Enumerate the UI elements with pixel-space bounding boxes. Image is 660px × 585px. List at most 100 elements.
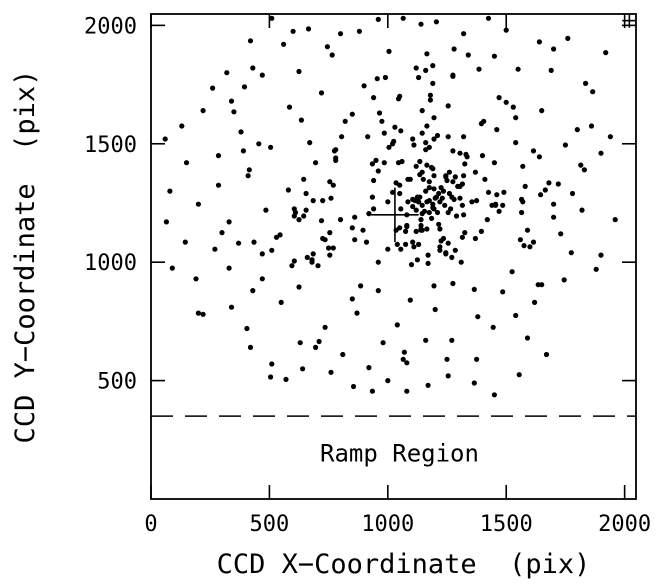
data-point <box>316 338 322 345</box>
data-point <box>438 238 444 244</box>
data-point <box>471 286 477 292</box>
data-point <box>551 201 557 207</box>
y-tick-label: 1000 <box>84 251 137 276</box>
data-point <box>500 289 506 295</box>
data-point <box>268 144 274 150</box>
data-point <box>394 322 400 328</box>
data-point <box>247 344 254 350</box>
data-point <box>413 207 419 213</box>
data-point <box>193 276 199 282</box>
data-point <box>259 72 265 78</box>
data-point <box>352 214 358 220</box>
data-point <box>519 209 525 216</box>
data-point <box>318 218 325 224</box>
data-point <box>484 217 490 223</box>
data-point <box>303 190 309 197</box>
data-point <box>318 90 325 96</box>
data-point <box>418 217 424 223</box>
data-point <box>380 340 386 346</box>
data-point <box>404 388 410 394</box>
data-point <box>436 221 442 227</box>
data-point <box>366 365 372 371</box>
data-point <box>542 187 548 193</box>
data-point <box>419 202 425 208</box>
data-point <box>423 337 429 343</box>
data-point <box>310 251 316 257</box>
data-point <box>179 123 185 129</box>
data-point <box>365 134 371 140</box>
data-point <box>423 147 429 153</box>
data-point <box>509 269 515 275</box>
data-point <box>375 16 381 22</box>
data-point <box>358 283 364 289</box>
data-point <box>322 324 328 330</box>
data-point <box>337 31 344 37</box>
data-point <box>381 160 387 166</box>
data-point <box>476 66 482 72</box>
data-point <box>485 15 492 21</box>
data-point <box>382 74 388 81</box>
data-point <box>532 299 538 305</box>
data-point <box>379 118 385 124</box>
data-point <box>392 124 398 130</box>
data-point <box>527 244 533 250</box>
data-point <box>517 237 524 243</box>
data-point <box>303 207 309 213</box>
data-point <box>390 189 396 195</box>
data-point <box>326 245 332 251</box>
data-point <box>524 335 531 341</box>
data-point <box>515 66 521 72</box>
data-point <box>500 202 506 208</box>
data-point <box>350 383 357 390</box>
data-point <box>445 103 451 109</box>
data-point <box>426 209 432 216</box>
data-point <box>450 179 456 185</box>
data-point <box>510 104 516 110</box>
data-point <box>437 199 443 205</box>
data-point <box>395 96 402 102</box>
data-point <box>333 155 339 161</box>
data-point <box>420 176 426 182</box>
data-point <box>522 183 528 189</box>
data-point <box>371 95 377 101</box>
data-point <box>416 241 422 247</box>
data-point <box>268 374 274 380</box>
data-point <box>289 263 295 269</box>
data-point <box>394 241 400 247</box>
data-point <box>224 70 230 76</box>
data-point <box>430 205 436 211</box>
data-point <box>503 27 509 33</box>
data-point <box>425 252 431 258</box>
data-point <box>246 167 252 173</box>
data-point <box>494 127 500 133</box>
data-point <box>349 225 355 231</box>
data-point <box>565 35 571 42</box>
data-point <box>430 63 436 69</box>
x-tick-label: 1500 <box>480 512 533 537</box>
data-point <box>375 259 381 265</box>
data-point <box>423 67 429 73</box>
data-point <box>407 297 413 303</box>
data-point <box>607 134 614 140</box>
data-point <box>453 213 460 219</box>
data-point <box>426 185 432 191</box>
data-point <box>385 199 391 205</box>
data-point <box>521 243 527 249</box>
data-point <box>445 134 451 140</box>
data-point <box>424 162 430 168</box>
data-point <box>548 67 554 73</box>
data-point <box>426 198 432 204</box>
data-point <box>431 173 437 179</box>
data-point <box>231 109 237 115</box>
data-point <box>305 26 312 32</box>
data-point <box>491 392 497 398</box>
data-point <box>491 53 497 59</box>
data-point <box>361 83 367 89</box>
data-point <box>485 189 492 195</box>
data-point <box>219 230 225 236</box>
data-point <box>555 181 561 187</box>
data-point <box>414 257 420 263</box>
data-point <box>298 117 304 123</box>
data-point <box>413 228 419 234</box>
data-point <box>520 163 526 169</box>
